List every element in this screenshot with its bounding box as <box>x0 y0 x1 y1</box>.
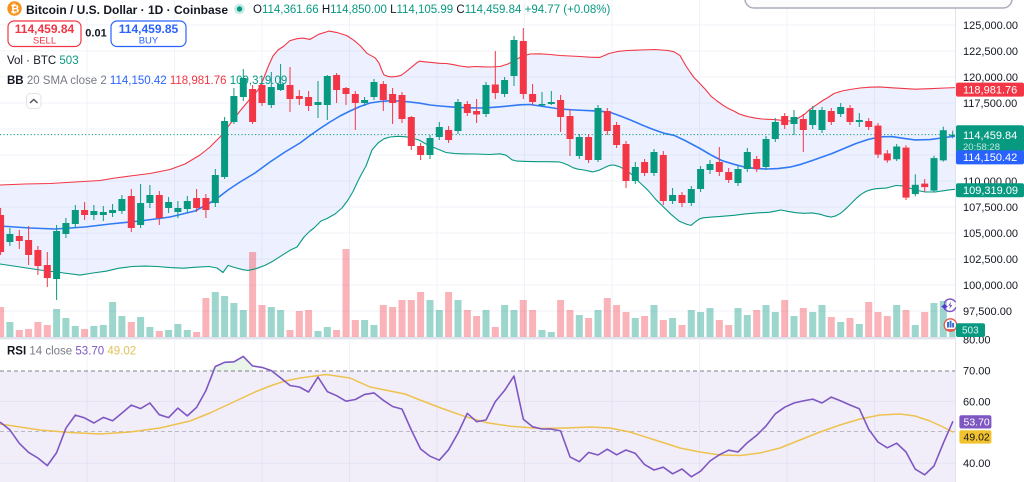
svg-text:114,459.84: 114,459.84 <box>15 22 75 36</box>
svg-text:BUY: BUY <box>139 36 159 47</box>
svg-text:80.00: 80.00 <box>963 335 991 347</box>
svg-text:109,319.09: 109,319.09 <box>963 185 1018 197</box>
svg-text:120,000.00: 120,000.00 <box>963 72 1018 84</box>
svg-text:122,500.00: 122,500.00 <box>963 46 1018 58</box>
svg-text:117,500.00: 117,500.00 <box>963 98 1017 110</box>
svg-text:40.00: 40.00 <box>963 458 991 470</box>
svg-text:RSI 14 close 53.70 49.02: RSI 14 close 53.70 49.02 <box>7 345 136 357</box>
svg-text:20:58:28: 20:58:28 <box>963 142 1000 153</box>
svg-text:53.70: 53.70 <box>964 417 990 429</box>
svg-text:₿: ₿ <box>10 4 19 16</box>
svg-text:Vol · BTC 503: Vol · BTC 503 <box>7 55 79 67</box>
svg-text:102,500.00: 102,500.00 <box>963 254 1018 266</box>
svg-text:60.00: 60.00 <box>963 396 991 408</box>
svg-text:70.00: 70.00 <box>963 366 991 378</box>
svg-text:114,150.42: 114,150.42 <box>963 152 1017 164</box>
svg-text:107,500.00: 107,500.00 <box>963 202 1018 214</box>
svg-text:SELL: SELL <box>33 36 56 47</box>
svg-text:105,000.00: 105,000.00 <box>963 228 1018 240</box>
svg-text:97,500.00: 97,500.00 <box>963 306 1012 318</box>
svg-text:114,459.85: 114,459.85 <box>119 22 179 36</box>
svg-text:118,981.76: 118,981.76 <box>963 84 1017 96</box>
svg-text:49.02: 49.02 <box>964 432 990 444</box>
svg-text:O114,361.66 H114,850.00 L114,1: O114,361.66 H114,850.00 L114,105.99 C114… <box>253 4 610 16</box>
svg-text:503: 503 <box>962 326 979 337</box>
svg-text:BB 20 SMA close 2 114,150.42 1: BB 20 SMA close 2 114,150.42 118,981.76 … <box>7 75 287 87</box>
svg-text:114,459.84: 114,459.84 <box>963 130 1017 142</box>
svg-text:Bitcoin / U.S. Dollar · 1D · C: Bitcoin / U.S. Dollar · 1D · Coinbase <box>26 3 228 17</box>
svg-text:100,000.00: 100,000.00 <box>963 280 1018 292</box>
svg-text:125,000.00: 125,000.00 <box>963 20 1018 32</box>
svg-text:0.01: 0.01 <box>85 28 106 40</box>
